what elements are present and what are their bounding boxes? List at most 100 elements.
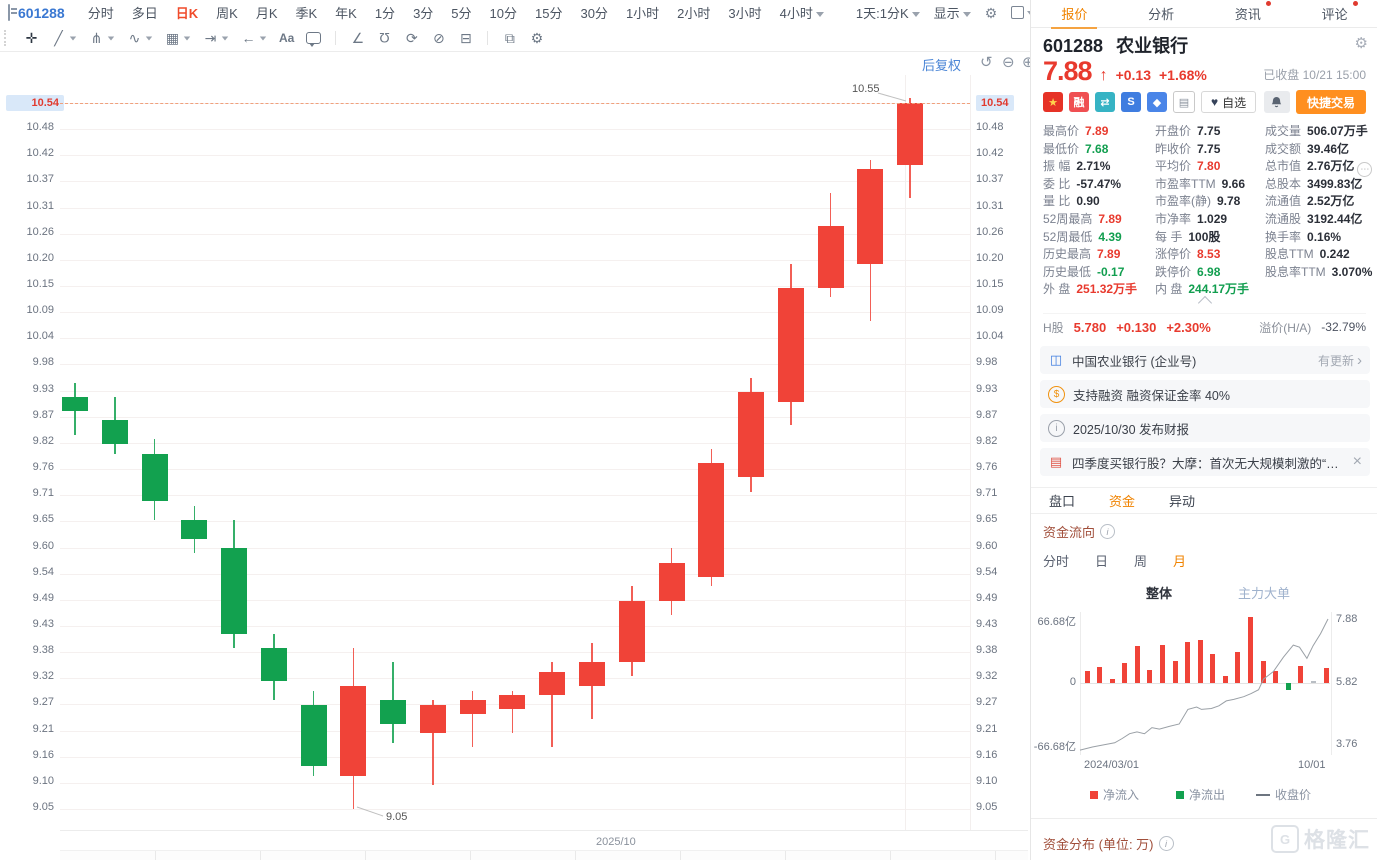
alert-bell-button[interactable] (1263, 91, 1290, 113)
price-change-pct: +1.68% (1159, 67, 1207, 83)
zoom-out-icon[interactable]: ⊖ (1002, 54, 1015, 71)
flow-period-月[interactable]: 月 (1173, 554, 1187, 569)
kline-range-select[interactable]: 1天:1分K (856, 3, 920, 22)
comment-tool[interactable] (306, 32, 322, 47)
connect-badge: ⇄ (1095, 92, 1115, 112)
timeframe-多日[interactable]: 多日 (131, 6, 158, 21)
chart-navigator-scrollbar[interactable] (60, 850, 1028, 860)
timeframe-1分[interactable]: 1分 (374, 6, 396, 21)
timeframe-分时[interactable]: 分时 (87, 6, 114, 21)
undo-icon[interactable]: ↺ (980, 54, 993, 71)
projection-tool[interactable]: ⇥ (203, 31, 229, 45)
timeframe-4小时[interactable]: 4小时 (780, 3, 824, 22)
pattern-tool[interactable]: ▦ (165, 31, 191, 45)
legend-净流出: 净流出 (1176, 786, 1225, 803)
timeframe-5分[interactable]: 5分 (451, 6, 472, 21)
wave-tool[interactable]: ∿ (127, 31, 153, 45)
candle-body (340, 685, 367, 776)
net-flow-bar (1210, 654, 1216, 683)
timeframe-月K[interactable]: 月K (255, 6, 278, 21)
price-axis-label: 9.32 (32, 670, 54, 683)
panel-tab-分析[interactable]: 分析 (1148, 7, 1175, 22)
text-tool[interactable]: Aa (279, 31, 295, 45)
panel-tab-资讯[interactable]: 资讯 (1231, 0, 1271, 28)
bell-icon (1272, 97, 1282, 108)
collapse-grid-chevron-icon[interactable] (1197, 295, 1212, 311)
price-axis-label: 9.32 (976, 670, 998, 683)
flow-period-周[interactable]: 周 (1134, 554, 1148, 569)
price-axis-label: 10.37 (26, 173, 54, 186)
info-card[interactable]: $ 支持融资 融资保证金率 40% (1040, 380, 1370, 408)
candle-body (260, 647, 287, 682)
angle-tool[interactable]: ∠ (351, 30, 365, 46)
timeframe-周K[interactable]: 周K (216, 6, 238, 21)
price-block: 7.88 ↑ +0.13 +1.68% (1043, 56, 1207, 87)
price-axis-label: 9.10 (32, 774, 54, 787)
symbol-code[interactable]: 601288 (18, 4, 65, 21)
timeframe-3小时[interactable]: 3小时 (728, 6, 762, 21)
timeframe-年K[interactable]: 年K (335, 6, 357, 21)
quote-field: 市盈率TTM 9.66 (1155, 176, 1246, 191)
display-menu[interactable]: 显示 (934, 3, 971, 22)
candle-wick (471, 690, 474, 748)
candle-body (419, 704, 446, 734)
price-adjust-mode[interactable]: 后复权 (922, 58, 962, 73)
price-axis-label: 9.43 (976, 617, 998, 630)
draw-settings-tool[interactable]: ⚙ (530, 30, 544, 46)
low-price-annotation: 9.05 (386, 811, 408, 823)
net-flow-bar (1248, 617, 1254, 683)
toolbar-drag-handle[interactable] (4, 30, 10, 46)
net-flow-bar (1172, 661, 1178, 683)
subtab-盘口[interactable]: 盘口 (1049, 494, 1076, 509)
continuous-drawing-tool[interactable]: ⟳ (405, 30, 418, 46)
price-axis-label: 10.48 (976, 121, 1004, 134)
timeframe-日K[interactable]: 日K (175, 6, 199, 21)
net-flow-bar (1084, 671, 1090, 683)
series-toggle-main-orders[interactable]: 主力大单 (1238, 586, 1291, 601)
timeframe-15分[interactable]: 15分 (535, 6, 563, 21)
price-axis-label: 9.82 (976, 434, 998, 447)
trend-line-tool[interactable]: ╱ (51, 31, 77, 45)
flow-period-日[interactable]: 日 (1095, 554, 1109, 569)
hide-drawings-tool[interactable]: ⊘ (432, 30, 445, 46)
series-toggle-whole[interactable]: 整体 (1146, 586, 1173, 601)
info-card[interactable]: ▤ 四季度买银行股？大摩：首次无大规模刺激的“自... × (1040, 448, 1370, 476)
info-card[interactable]: ◫ 中国农业银行 (企业号) 有更新 › (1040, 346, 1370, 374)
info-icon[interactable]: i (1158, 836, 1174, 851)
compare-tool[interactable]: ⧉ (504, 30, 515, 46)
panel-settings-gear-icon[interactable]: ⚙ (1354, 35, 1368, 52)
close-icon[interactable]: × (1352, 453, 1362, 470)
delete-drawings-tool[interactable]: ⊟ (459, 30, 472, 46)
add-to-watchlist-button[interactable]: ♥ 自选 (1201, 91, 1257, 113)
arrow-tool[interactable]: ← (241, 31, 267, 45)
timeframe-30分[interactable]: 30分 (580, 6, 608, 21)
timeframe-3分[interactable]: 3分 (413, 6, 434, 21)
more-icon[interactable]: ⋯ (1357, 162, 1373, 178)
panel-tab-评论[interactable]: 评论 (1318, 0, 1358, 28)
up-arrow-icon: ↑ (1099, 67, 1108, 84)
quote-field: 量 比 0.90 (1043, 194, 1100, 209)
candle-wick (432, 700, 434, 786)
timeframe-季K[interactable]: 季K (295, 6, 318, 21)
price-axis-label: 9.16 (976, 748, 998, 761)
info-icon[interactable]: i (1100, 524, 1116, 539)
pitchfork-tool[interactable]: ⋔ (89, 31, 115, 45)
move-tool[interactable]: ✛ (25, 30, 38, 46)
net-flow-bar (1134, 646, 1140, 683)
timeframe-1小时[interactable]: 1小时 (625, 6, 660, 21)
chart-settings-gear-icon[interactable]: ⚙ (984, 4, 998, 21)
info-card[interactable]: i 2025/10/30 发布财报 (1040, 414, 1370, 442)
flow-period-分时[interactable]: 分时 (1043, 554, 1070, 569)
panel-tab-报价[interactable]: 报价 (1051, 0, 1098, 29)
subtab-资金[interactable]: 资金 (1109, 494, 1136, 509)
timeframe-10分[interactable]: 10分 (489, 6, 517, 21)
watchlist-icon[interactable] (8, 4, 17, 21)
subtab-异动[interactable]: 异动 (1169, 494, 1196, 509)
quote-detail-grid: 最高价 7.89 开盘价 7.75 成交量 506.07万手 最低价 7.68 昨收价 7.75 成… (1043, 122, 1373, 298)
quote-field: 内 盘 244.17万手 (1155, 282, 1250, 297)
divider (335, 31, 337, 45)
fund-distribution-title: 资金分布 (单位: 万) i (1043, 834, 1174, 853)
timeframe-2小时[interactable]: 2小时 (677, 6, 711, 21)
magnet-tool[interactable]: Ω (379, 30, 391, 46)
fast-trade-button[interactable]: 快捷交易 (1295, 90, 1366, 114)
